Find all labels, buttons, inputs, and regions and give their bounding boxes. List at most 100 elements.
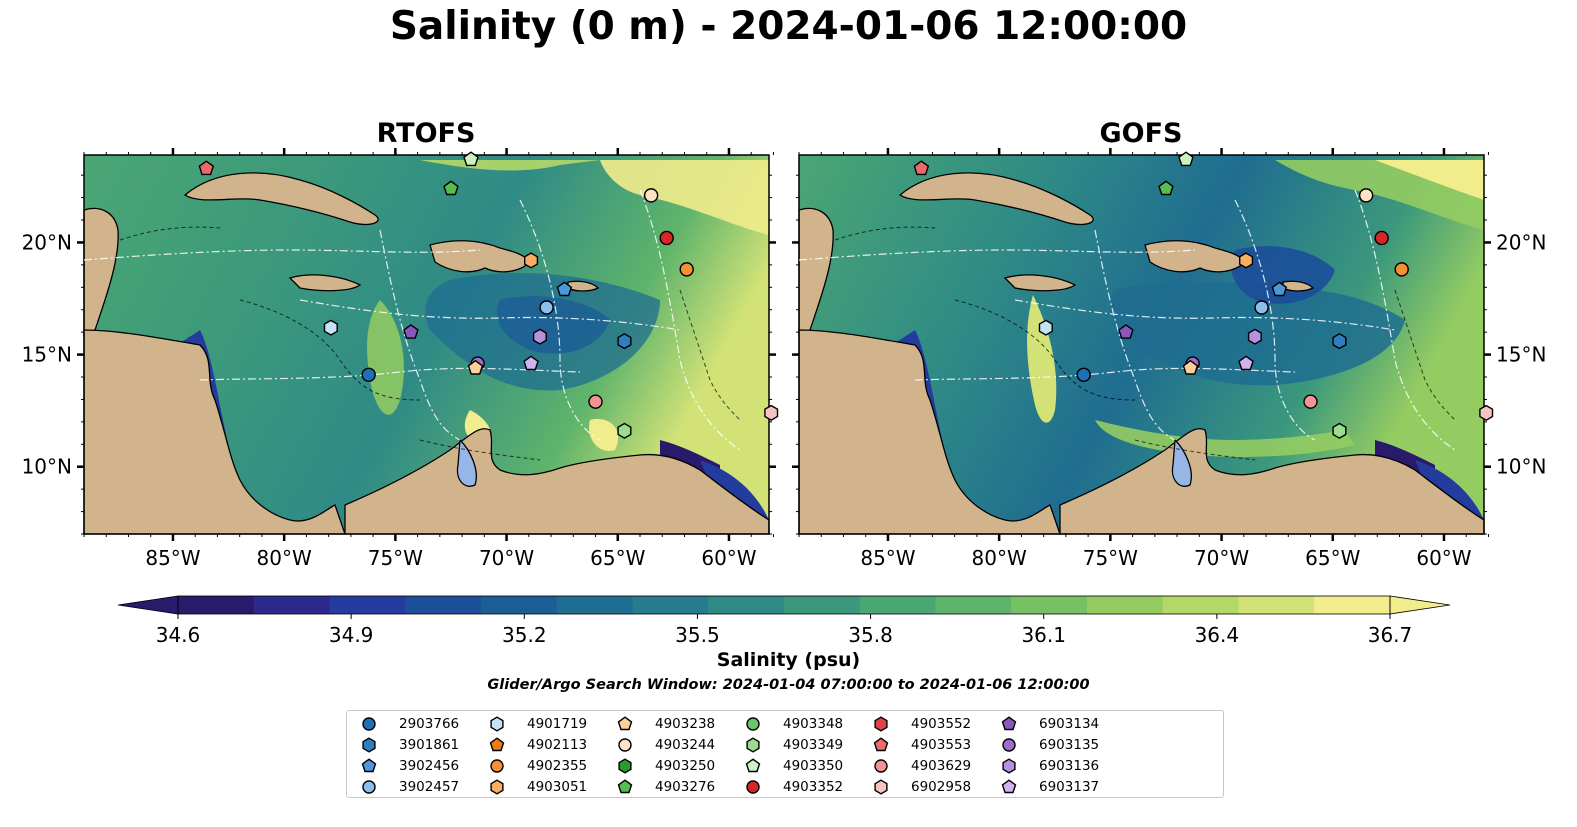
legend-marker-icon <box>1001 779 1017 794</box>
legend-marker <box>617 779 633 794</box>
legend-marker-icon <box>745 758 761 773</box>
legend-label: 3901861 <box>399 737 460 753</box>
map-panel-gofs <box>798 154 1485 535</box>
land-central-america <box>83 329 346 535</box>
land-puerto-rico <box>1282 280 1315 292</box>
station-marker <box>659 230 674 246</box>
colorbar-tick-label: 35.8 <box>848 623 893 647</box>
land-yucatan <box>83 207 119 337</box>
station-marker <box>524 252 539 269</box>
colorbar-tick-label: 35.2 <box>502 623 547 647</box>
colorbar-tick-label: 36.1 <box>1021 623 1066 647</box>
station-marker <box>764 404 779 422</box>
station-marker <box>1076 367 1091 382</box>
legend-marker-icon <box>1002 758 1016 774</box>
legend-marker <box>1001 716 1017 731</box>
station-marker <box>361 367 376 382</box>
colorbar-segment <box>859 596 937 614</box>
station-marker <box>323 319 338 336</box>
station-marker <box>198 160 215 176</box>
station-marker <box>1238 252 1254 269</box>
panel-title-rtofs: RTOFS <box>376 118 476 149</box>
colorbar-tick-label: 36.7 <box>1368 623 1413 647</box>
station-marker <box>588 394 603 409</box>
station-marker <box>643 188 659 203</box>
land-south-america <box>1059 428 1485 535</box>
legend-label: 4903552 <box>911 716 972 732</box>
lon-tick-label: 70°W <box>479 546 534 570</box>
station-marker <box>443 180 459 196</box>
station-marker <box>1254 300 1269 315</box>
legend-label: 4903629 <box>911 758 972 774</box>
legend-marker <box>873 737 889 752</box>
legend-marker-icon <box>617 779 633 794</box>
legend-marker <box>490 716 504 732</box>
legend-marker-icon <box>362 717 376 731</box>
colorbar-segment <box>481 596 558 614</box>
lon-tick-label: 60°W <box>1416 546 1471 570</box>
colorbar-tick-label: 36.4 <box>1195 623 1240 647</box>
station-marker <box>556 281 573 297</box>
lat-tick-label: 15°N <box>1496 343 1546 367</box>
station-marker <box>463 151 479 167</box>
high-salinity-patch <box>1027 295 1057 423</box>
station-marker <box>1247 328 1262 345</box>
station-marker <box>1178 151 1194 167</box>
legend-label: 6903137 <box>1039 779 1100 795</box>
lon-tick-label: 75°W <box>1083 546 1138 570</box>
legend-marker-icon <box>746 737 760 753</box>
legend-label: 4903238 <box>655 716 716 732</box>
station-marker <box>1238 355 1254 371</box>
station-marker <box>1332 332 1347 350</box>
station-marker <box>1182 359 1199 375</box>
colorbar-segment <box>1087 596 1164 614</box>
lon-tick-label: 60°W <box>701 546 756 570</box>
legend-label: 4903553 <box>911 737 972 753</box>
legend-label: 4903348 <box>783 716 844 732</box>
colorbar-tick-label: 35.5 <box>675 623 720 647</box>
colorbar-segment <box>1238 596 1315 614</box>
station-marker <box>617 422 632 439</box>
lon-tick-label: 65°W <box>590 546 645 570</box>
legend-label: 6903134 <box>1039 716 1100 732</box>
station-marker <box>913 160 930 176</box>
station-marker <box>1118 324 1134 339</box>
legend-marker <box>874 716 888 732</box>
legend-marker-icon <box>873 737 889 752</box>
colorbar-segment <box>329 596 406 614</box>
legend-label: 6902958 <box>911 779 972 795</box>
colorbar-segment <box>935 596 1012 614</box>
station-marker <box>1303 394 1318 409</box>
station-marker <box>403 324 419 339</box>
legend-marker <box>490 759 504 773</box>
legend-label: 6903136 <box>1039 758 1100 774</box>
legend-label: 4901719 <box>527 716 588 732</box>
legend-marker-icon <box>362 737 376 753</box>
legend-marker <box>361 758 377 773</box>
legend-marker-icon <box>1001 716 1017 731</box>
station-legend: 2903766 3901861 3902456 3902457 4901719 49021… <box>346 710 1224 798</box>
legend-marker <box>362 737 376 753</box>
lat-tick-label: 10°N <box>22 455 72 479</box>
legend-marker <box>874 759 888 773</box>
station-marker <box>1271 281 1288 297</box>
legend-marker <box>489 737 505 752</box>
station-marker <box>679 262 694 277</box>
land-yucatan <box>798 207 834 337</box>
low-salinity-patch <box>496 296 610 354</box>
legend-marker <box>746 717 760 731</box>
high-salinity-patch <box>420 160 600 171</box>
legend-label: 4903250 <box>655 758 716 774</box>
land-puerto-rico <box>567 280 600 292</box>
high-salinity-patch <box>1095 420 1355 457</box>
station-marker <box>1158 180 1174 196</box>
high-salinity-patch <box>1375 160 1484 200</box>
colorbar-segment <box>556 596 634 614</box>
land-jamaica <box>1003 274 1077 292</box>
map-panel-rtofs <box>83 154 770 535</box>
high-salinity-patch <box>600 160 769 235</box>
panel-title-gofs: GOFS <box>1099 118 1183 149</box>
station-marker <box>467 359 484 375</box>
legend-marker-icon <box>617 716 633 731</box>
station-marker <box>1479 404 1494 422</box>
